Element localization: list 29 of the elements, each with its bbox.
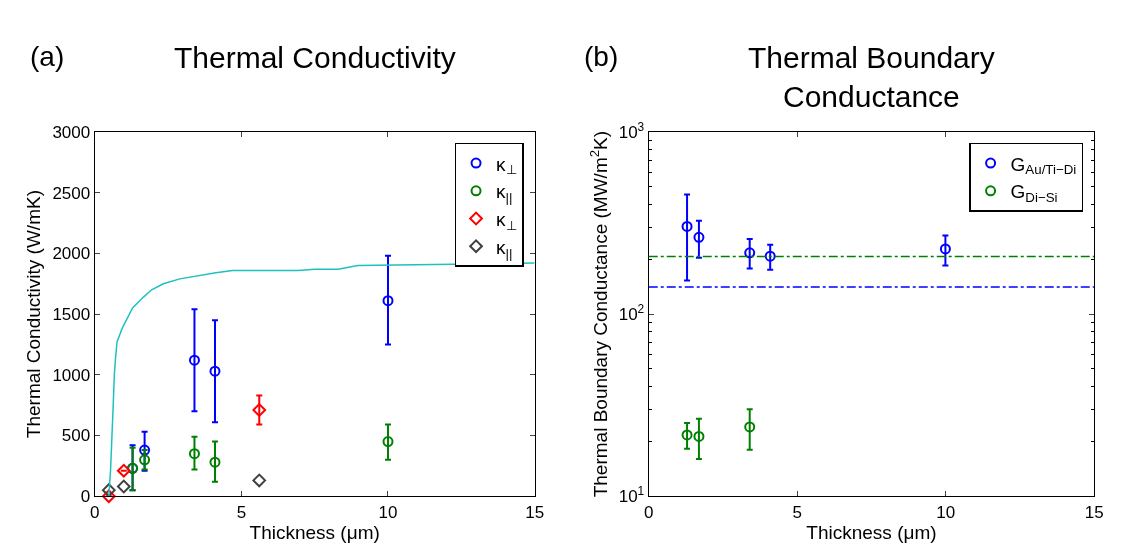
chart-title: Thermal Conductivity [174,41,456,74]
x-tick-label: 15 [1084,502,1104,522]
x-axis-title: Thickness (μm) [249,521,380,543]
y-tick-label: 1500 [52,305,91,325]
y-tick-label: 10$^{3}$ [618,119,645,142]
y-tick-label: 3000 [52,122,91,142]
y-tick-label: 10$^{1}$ [618,484,645,507]
legend-label: G$_{Di−Si}$ [1010,181,1058,206]
chart-title: Thermal Boundary Conductance [748,41,995,113]
text: (b) [584,41,619,72]
x-tick-label: 10 [378,502,398,522]
y-tick-label: 2000 [52,244,91,264]
y-tick-label: 1000 [52,365,91,385]
y-tick-label: 500 [61,426,91,446]
text: (a) [30,41,65,72]
x-axis-title: Thickness (μm) [806,521,937,543]
y-axis-title: Thermal Conductivity (W/mK) [23,190,45,439]
legend-label: κ$_{⊥}$ [496,208,517,233]
y-tick-label: 0 [80,487,91,507]
x-tick-label: 15 [525,502,545,522]
legend-label: G$_{Au/Ti−Di}$ [1010,153,1077,178]
y-tick-label: 10$^{2}$ [618,301,645,325]
legend-label: κ$_{⊥}$ [496,153,517,178]
x-tick-label: 10 [936,502,956,522]
x-tick-label: 5 [236,502,247,522]
y-tick-label: 2500 [52,183,91,203]
legend-label: κ$_{||}$ [496,181,513,206]
legend-label: κ$_{||}$ [496,236,513,261]
x-tick-label: 5 [792,502,802,522]
